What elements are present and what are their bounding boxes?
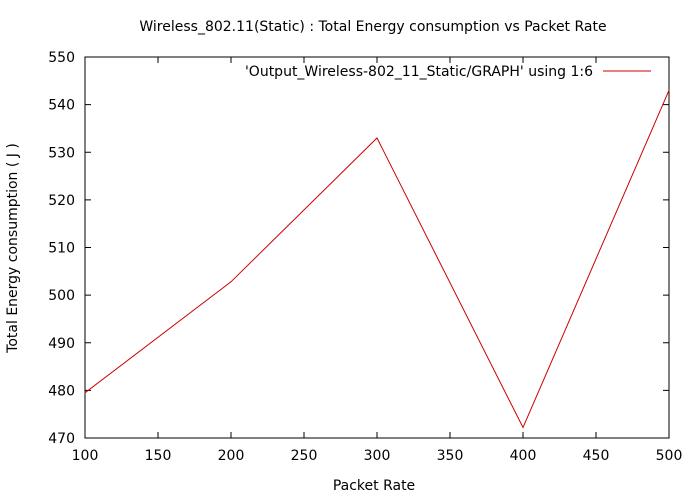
x-tick-label: 100 — [72, 448, 99, 464]
plot-frame — [84, 56, 670, 439]
x-tick-label: 200 — [218, 448, 245, 464]
data-point — [522, 427, 524, 429]
x-tick-label: 300 — [364, 448, 391, 464]
y-tick-label: 530 — [48, 145, 75, 161]
y-tick-label: 550 — [48, 50, 75, 66]
data-point — [230, 281, 232, 283]
x-tick-label: 150 — [145, 448, 172, 464]
legend: 'Output_Wireless-802_11_Static/GRAPH' us… — [245, 64, 651, 80]
data-point — [84, 392, 86, 394]
y-tick-label: 470 — [48, 431, 75, 447]
y-tick-label: 540 — [48, 98, 75, 114]
y-tick-label: 490 — [48, 336, 75, 352]
x-tick-label: 450 — [583, 448, 610, 464]
y-axis-label: Total Energy consumption ( J ) — [5, 143, 21, 354]
x-axis-label: Packet Rate — [333, 478, 415, 494]
series-line — [84, 90, 670, 429]
legend-entry-label: 'Output_Wireless-802_11_Static/GRAPH' us… — [245, 64, 593, 80]
x-tick-label: 250 — [291, 448, 318, 464]
x-tick-label: 500 — [656, 448, 683, 464]
series-layer — [84, 89, 670, 429]
y-axis: 470 480 490 500 510 520 530 540 550 — [48, 50, 669, 447]
x-axis: 100 150 200 250 300 350 400 450 500 — [72, 57, 683, 464]
x-tick-label: 400 — [510, 448, 537, 464]
data-point — [668, 89, 670, 91]
chart-title: Wireless_802.11(Static) : Total Energy c… — [139, 19, 606, 35]
y-tick-label: 510 — [48, 241, 75, 257]
y-tick-label: 520 — [48, 193, 75, 209]
x-tick-label: 350 — [437, 448, 464, 464]
data-point — [376, 137, 378, 139]
y-tick-label: 480 — [48, 383, 75, 399]
y-tick-label: 500 — [48, 288, 75, 304]
